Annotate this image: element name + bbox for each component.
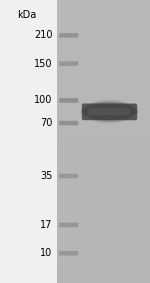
Ellipse shape xyxy=(83,102,136,121)
Ellipse shape xyxy=(82,102,136,121)
FancyBboxPatch shape xyxy=(82,104,137,120)
Ellipse shape xyxy=(83,101,136,122)
FancyBboxPatch shape xyxy=(59,98,78,103)
FancyBboxPatch shape xyxy=(87,108,130,115)
Text: kDa: kDa xyxy=(17,10,37,20)
Text: 10: 10 xyxy=(40,248,52,258)
FancyBboxPatch shape xyxy=(59,121,78,125)
FancyBboxPatch shape xyxy=(59,33,78,38)
Ellipse shape xyxy=(81,104,138,119)
FancyBboxPatch shape xyxy=(59,223,78,227)
Text: 70: 70 xyxy=(40,118,52,128)
Ellipse shape xyxy=(82,103,137,120)
Text: 150: 150 xyxy=(34,59,52,69)
Text: 35: 35 xyxy=(40,171,52,181)
Text: 17: 17 xyxy=(40,220,52,230)
FancyBboxPatch shape xyxy=(59,174,78,178)
FancyBboxPatch shape xyxy=(59,61,78,66)
Ellipse shape xyxy=(82,102,137,121)
Ellipse shape xyxy=(83,101,136,122)
Ellipse shape xyxy=(82,103,137,120)
Text: 100: 100 xyxy=(34,95,52,106)
FancyBboxPatch shape xyxy=(59,251,78,256)
Bar xyxy=(57,0,150,283)
Ellipse shape xyxy=(81,104,138,119)
Text: 210: 210 xyxy=(34,30,52,40)
